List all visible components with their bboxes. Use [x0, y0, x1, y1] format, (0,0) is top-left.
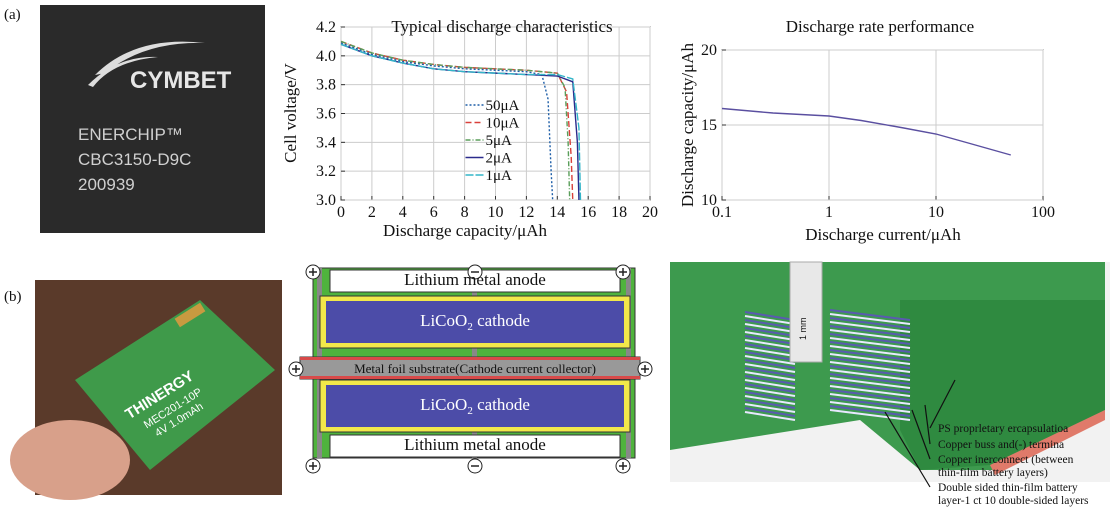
- legend-label: 5μA: [486, 133, 513, 149]
- y-tick-label: 4.2: [316, 19, 336, 36]
- y-tick-label: 20: [701, 42, 717, 59]
- callout-text: thin-film battery layers): [938, 467, 1048, 479]
- x-tick-label: 8: [461, 204, 469, 221]
- x-tick-label: 10: [928, 204, 944, 221]
- legend-label: 50μA: [486, 98, 520, 114]
- x-tick-label: 20: [642, 204, 658, 221]
- x-axis-label: Discharge capacity/μAh: [383, 221, 548, 240]
- legend-label: 10μA: [486, 116, 520, 132]
- y-tick-label: 15: [701, 117, 717, 134]
- ruler: [790, 262, 822, 362]
- layer-label: Lithium metal anode: [404, 270, 546, 289]
- layer-text: Metal foil substrate(Cathode current col…: [354, 361, 596, 376]
- chip-logo: CYMBET: [130, 67, 232, 94]
- y-tick-label: 10: [701, 192, 717, 209]
- y-axis-label: Cell voltage/V: [281, 62, 300, 162]
- layer-text: LiCoO: [420, 311, 467, 330]
- callout-text: Double sided thin-film battery: [938, 482, 1078, 494]
- legend-label: 2μA: [486, 151, 513, 167]
- y-axis-label: Discharge capacity/μAh: [678, 42, 697, 207]
- y-tick-label: 4.0: [316, 48, 336, 65]
- layer-label: LiCoO2 cathode: [420, 311, 530, 333]
- x-tick-label: 0: [337, 204, 345, 221]
- chip-text: CBC3150-D9C: [78, 150, 191, 169]
- panel-label: (a): [4, 7, 21, 23]
- layer-suffix: cathode: [473, 311, 530, 330]
- x-tick-label: 10: [488, 204, 504, 221]
- substrate-edge: [300, 376, 640, 379]
- x-tick-label: 14: [549, 204, 565, 221]
- x-tick-label: 16: [580, 204, 596, 221]
- callout-text: Copper inerconnect (between: [938, 454, 1074, 466]
- chip-text: ENERCHIP™: [78, 125, 183, 144]
- layer-label: Metal foil substrate(Cathode current col…: [354, 361, 596, 376]
- layer-label: Lithium metal anode: [404, 435, 546, 454]
- chip-text: 200939: [78, 175, 135, 194]
- layer-text: LiCoO: [420, 395, 467, 414]
- x-axis-label: Discharge current/μAh: [805, 225, 961, 244]
- panel-label: (b): [4, 289, 22, 305]
- y-tick-label: 3.8: [316, 77, 336, 94]
- callout-text: PS proprletary ercapsulatioa: [938, 423, 1068, 435]
- x-tick-label: 18: [611, 204, 627, 221]
- chart-title: Discharge rate performance: [786, 17, 974, 36]
- callout-text: Copper buss and(-) termina: [938, 439, 1064, 451]
- x-tick-label: 4: [399, 204, 407, 221]
- finger: [10, 420, 130, 500]
- layer-suffix: cathode: [473, 395, 530, 414]
- chart-title: Typical discharge characteristics: [391, 17, 612, 36]
- layer-text: Lithium metal anode: [404, 270, 546, 289]
- substrate-edge: [300, 357, 640, 360]
- y-tick-label: 3.4: [316, 134, 336, 151]
- y-tick-label: 3.0: [316, 192, 336, 209]
- x-tick-label: 6: [430, 204, 438, 221]
- legend-label: 1μA: [486, 168, 513, 184]
- figure: (a) (b) CYMBET ENERCHIP™ CBC3150-D9C 200…: [0, 0, 1115, 509]
- ruler-label: 1 mm: [798, 318, 808, 341]
- chip-photo: [40, 5, 265, 233]
- layer-text: Lithium metal anode: [404, 435, 546, 454]
- x-tick-label: 2: [368, 204, 376, 221]
- callout-text: layer-1 ct 10 double-sided layers: [938, 495, 1089, 507]
- x-tick-label: 1: [825, 204, 833, 221]
- x-tick-label: 12: [518, 204, 534, 221]
- y-tick-label: 3.2: [316, 163, 336, 180]
- layer-label: LiCoO2 cathode: [420, 395, 530, 417]
- x-tick-label: 100: [1031, 204, 1055, 221]
- y-tick-label: 3.6: [316, 106, 336, 123]
